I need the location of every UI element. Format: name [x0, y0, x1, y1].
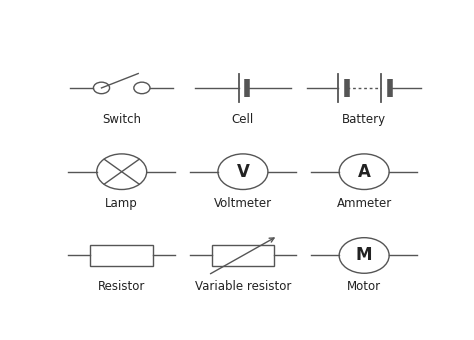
Text: Ammeter: Ammeter [337, 197, 392, 209]
Text: Voltmeter: Voltmeter [214, 197, 272, 209]
Text: Battery: Battery [342, 113, 386, 126]
Text: Resistor: Resistor [98, 280, 146, 293]
Text: Switch: Switch [102, 113, 141, 126]
Text: Cell: Cell [232, 113, 254, 126]
Bar [91, 245, 153, 266]
Text: V: V [237, 163, 249, 181]
Text: Variable resistor: Variable resistor [195, 280, 291, 293]
Text: A: A [358, 163, 371, 181]
Text: Lamp: Lamp [105, 197, 138, 209]
Text: Motor: Motor [347, 280, 381, 293]
Bar [212, 245, 274, 266]
Text: M: M [356, 246, 373, 265]
